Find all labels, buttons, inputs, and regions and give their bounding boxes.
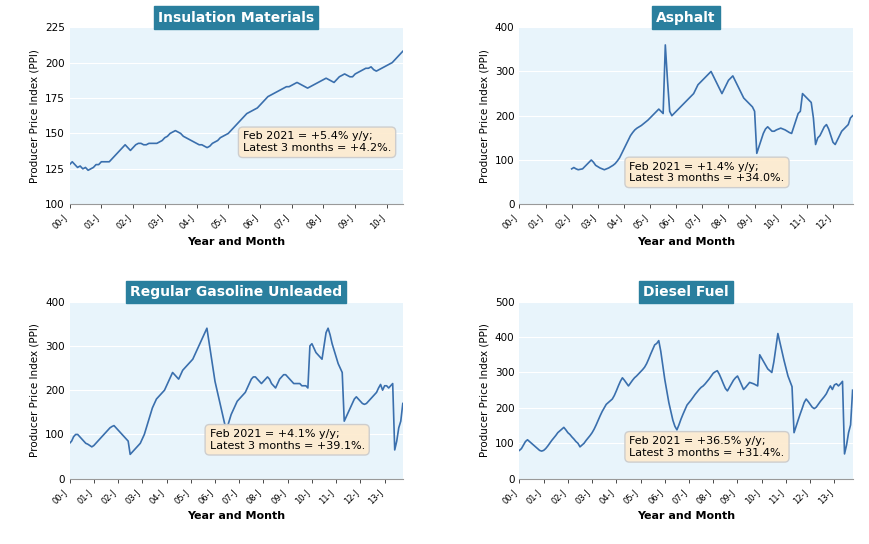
Title: Asphalt: Asphalt <box>655 11 715 24</box>
Text: Feb 2021 = +5.4% y/y;
Latest 3 months = +4.2%.: Feb 2021 = +5.4% y/y; Latest 3 months = … <box>242 132 391 153</box>
X-axis label: Year and Month: Year and Month <box>636 511 734 521</box>
Y-axis label: Producer Price Index (PPI): Producer Price Index (PPI) <box>30 323 39 457</box>
Y-axis label: Producer Price Index (PPI): Producer Price Index (PPI) <box>479 323 488 457</box>
Text: Feb 2021 = +4.1% y/y;
Latest 3 months = +39.1%.: Feb 2021 = +4.1% y/y; Latest 3 months = … <box>209 429 364 450</box>
X-axis label: Year and Month: Year and Month <box>636 237 734 247</box>
X-axis label: Year and Month: Year and Month <box>187 237 285 247</box>
Text: Feb 2021 = +36.5% y/y;
Latest 3 months = +31.4%.: Feb 2021 = +36.5% y/y; Latest 3 months =… <box>628 436 784 458</box>
Title: Regular Gasoline Unleaded: Regular Gasoline Unleaded <box>130 285 342 299</box>
Y-axis label: Producer Price Index (PPI): Producer Price Index (PPI) <box>30 49 39 183</box>
Title: Insulation Materials: Insulation Materials <box>158 11 314 24</box>
Title: Diesel Fuel: Diesel Fuel <box>642 285 728 299</box>
X-axis label: Year and Month: Year and Month <box>187 511 285 521</box>
Y-axis label: Producer Price Index (PPI): Producer Price Index (PPI) <box>479 49 488 183</box>
Text: Feb 2021 = +1.4% y/y;
Latest 3 months = +34.0%.: Feb 2021 = +1.4% y/y; Latest 3 months = … <box>628 162 784 183</box>
